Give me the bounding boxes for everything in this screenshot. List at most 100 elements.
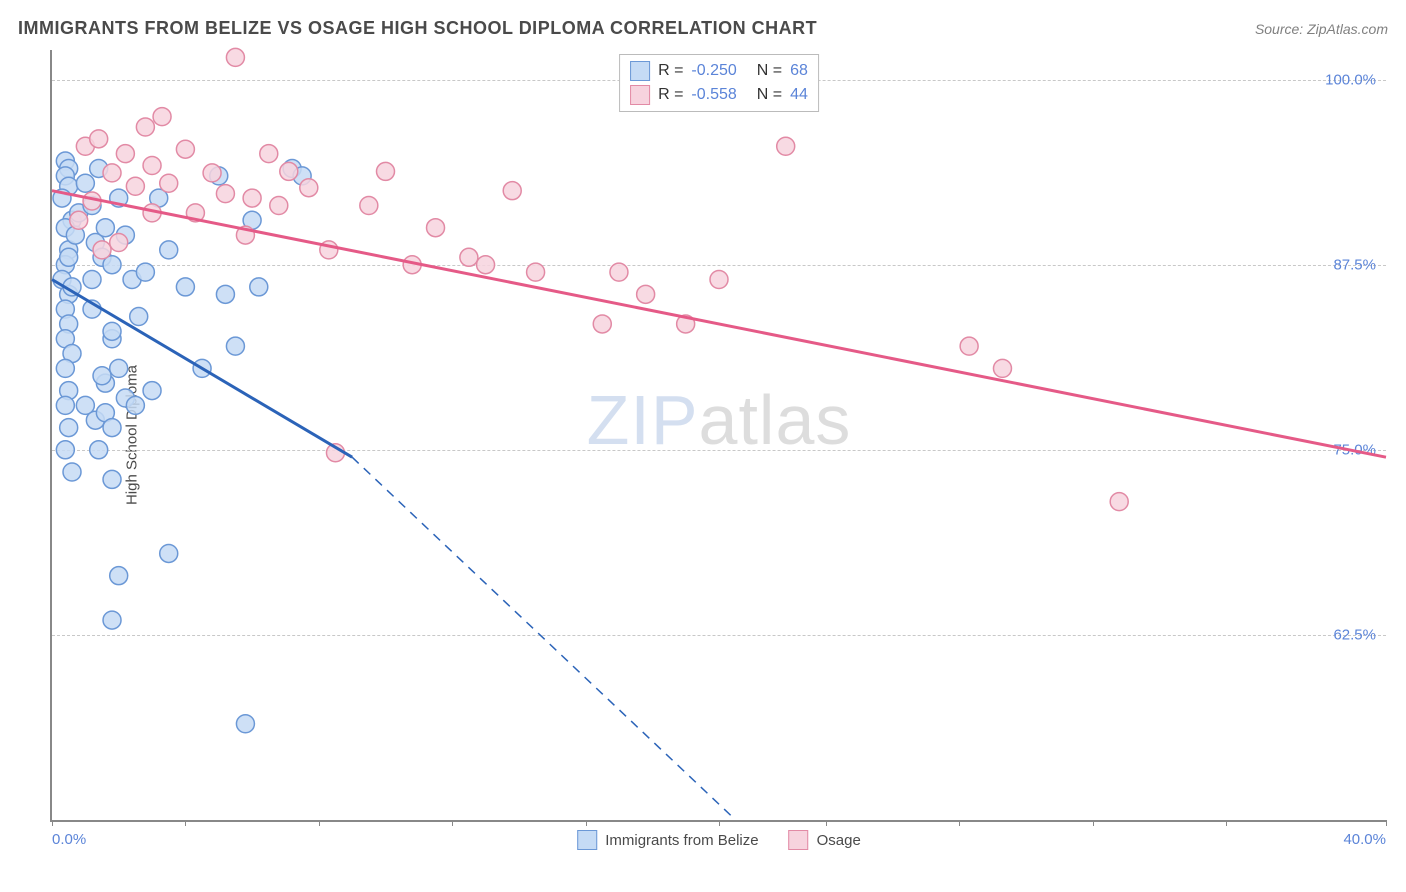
legend-row-osage: R = -0.558 N = 44 [630,83,808,107]
regression-line-osage [52,191,1386,458]
scatter-point [126,177,144,195]
scatter-point [63,463,81,481]
scatter-point [360,196,378,214]
scatter-point [477,256,495,274]
bottom-legend-belize: Immigrants from Belize [577,830,758,850]
scatter-point [270,196,288,214]
r-label: R = [658,86,683,104]
scatter-point [160,174,178,192]
scatter-point [460,248,478,266]
scatter-point [60,248,78,266]
scatter-point [610,263,628,281]
scatter-point [136,263,154,281]
r-value-osage: -0.558 [691,86,736,104]
scatter-point [103,164,121,182]
scatter-point [56,441,74,459]
r-label: R = [658,62,683,80]
n-label: N = [757,86,782,104]
scatter-point [103,419,121,437]
scatter-point [60,419,78,437]
scatter-point [160,544,178,562]
x-tick [1386,820,1387,826]
x-tick-label: 0.0% [52,831,86,848]
scatter-point [153,108,171,126]
x-tick [52,820,53,826]
plot-svg [52,50,1386,820]
x-tick-label: 40.0% [1343,831,1386,848]
legend-row-belize: R = -0.250 N = 68 [630,59,808,83]
scatter-point [110,359,128,377]
scatter-point [777,137,795,155]
swatch-belize [630,61,650,81]
bottom-legend-label-belize: Immigrants from Belize [605,832,758,849]
scatter-point [280,162,298,180]
scatter-point [226,337,244,355]
correlation-legend: R = -0.250 N = 68 R = -0.558 N = 44 [619,54,819,112]
n-value-belize: 68 [790,62,808,80]
scatter-point [503,182,521,200]
scatter-point [126,396,144,414]
scatter-point [300,179,318,197]
scatter-point [103,322,121,340]
scatter-point [93,367,111,385]
bottom-legend: Immigrants from Belize Osage [577,830,861,850]
scatter-point [203,164,221,182]
source-label: Source: ZipAtlas.com [1255,21,1388,37]
scatter-point [83,271,101,289]
scatter-point [260,145,278,163]
scatter-point [143,382,161,400]
swatch-belize-bottom [577,830,597,850]
scatter-point [993,359,1011,377]
scatter-point [130,308,148,326]
x-tick [1226,820,1227,826]
scatter-point [710,271,728,289]
plot-area: High School Diploma ZIPatlas R = -0.250 … [50,50,1386,822]
scatter-point [76,174,94,192]
scatter-point [136,118,154,136]
scatter-point [593,315,611,333]
scatter-point [160,241,178,259]
scatter-point [110,234,128,252]
scatter-point [216,185,234,203]
scatter-point [236,715,254,733]
n-value-osage: 44 [790,86,808,104]
scatter-point [427,219,445,237]
scatter-point [70,211,88,229]
scatter-point [527,263,545,281]
scatter-point [226,48,244,66]
bottom-legend-label-osage: Osage [817,832,861,849]
chart-title: IMMIGRANTS FROM BELIZE VS OSAGE HIGH SCH… [18,18,817,39]
n-label: N = [757,62,782,80]
scatter-point [637,285,655,303]
scatter-point [103,611,121,629]
scatter-point [90,130,108,148]
bottom-legend-osage: Osage [789,830,861,850]
x-tick [719,820,720,826]
scatter-point [243,189,261,207]
x-tick [452,820,453,826]
regression-line-belize-dashed [352,457,736,820]
scatter-point [1110,493,1128,511]
scatter-point [377,162,395,180]
x-tick [1093,820,1094,826]
scatter-point [110,567,128,585]
swatch-osage [630,85,650,105]
x-tick [319,820,320,826]
scatter-point [93,241,111,259]
scatter-point [56,396,74,414]
scatter-point [116,145,134,163]
scatter-point [96,219,114,237]
x-tick [185,820,186,826]
scatter-point [103,470,121,488]
r-value-belize: -0.250 [691,62,736,80]
swatch-osage-bottom [789,830,809,850]
x-tick [586,820,587,826]
x-tick [959,820,960,826]
scatter-point [90,441,108,459]
scatter-point [250,278,268,296]
scatter-point [56,359,74,377]
scatter-point [216,285,234,303]
scatter-point [960,337,978,355]
scatter-point [176,278,194,296]
scatter-point [176,140,194,158]
